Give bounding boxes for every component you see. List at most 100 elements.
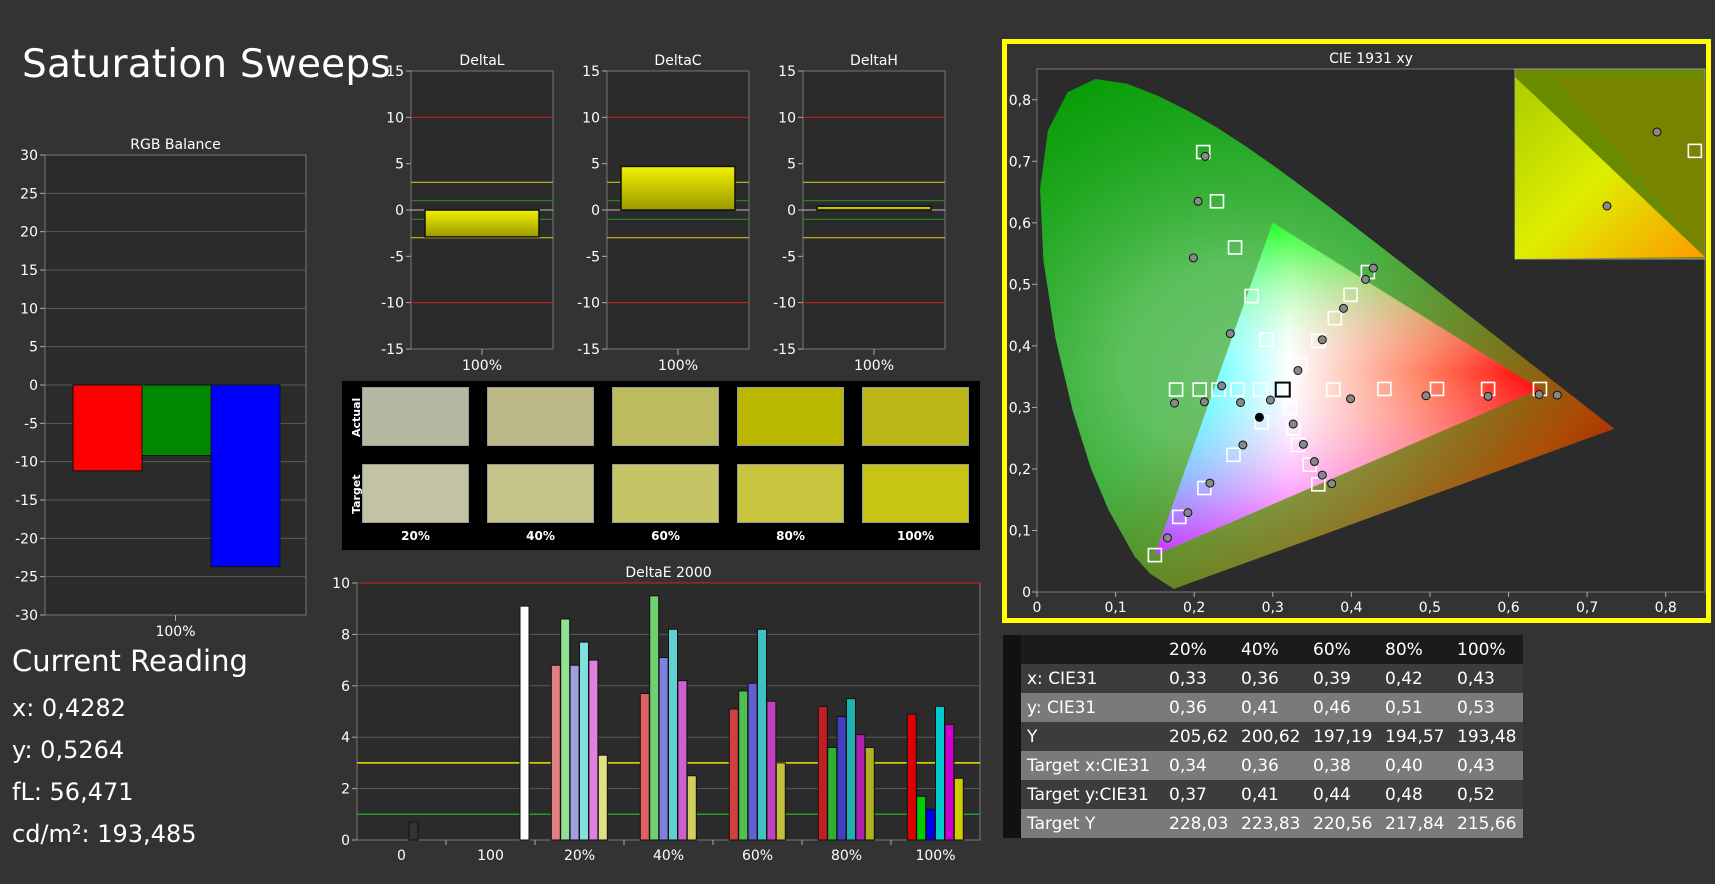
cie-gamut-shade (1154, 222, 1540, 556)
delta-c-ytick-label: -15 (577, 342, 600, 358)
table-header-cell (1021, 635, 1163, 664)
delta-e-bar (827, 746, 838, 841)
cie-measured-point (1188, 253, 1198, 263)
delta-l-ytick-label: -5 (390, 249, 404, 265)
delta-e-bar (925, 808, 936, 841)
delta-e-bar (916, 795, 927, 841)
table-cell: 0,44 (1307, 780, 1379, 809)
cie-measured-point (1552, 390, 1562, 400)
cie-chart-frame[interactable] (1002, 39, 1711, 623)
table-cell: 0,36 (1235, 751, 1307, 780)
delta-e-bar (855, 734, 866, 841)
cie-target-marker (1259, 332, 1274, 348)
table-key-cell (1003, 751, 1021, 780)
delta-e-bar (649, 595, 660, 841)
cie-ytick-label: 0,5 (1009, 277, 1031, 293)
swatch-actual (737, 387, 844, 446)
delta-h-ytick-label: 15 (778, 64, 796, 80)
reading-x: x: 0,4282 (12, 694, 126, 722)
delta-l-ytick-label: 10 (386, 110, 404, 126)
cie-measured-point (1293, 365, 1303, 375)
table-row-label: Target y:CIE31 (1021, 780, 1163, 809)
delta-e-ytick-label: 0 (341, 833, 350, 849)
cie-measured-point (1288, 419, 1298, 429)
cie-target-marker (1226, 447, 1241, 463)
delta-l-title: DeltaL (459, 53, 504, 69)
cie-measured-point (1199, 397, 1209, 407)
delta-e-xtick-label: 100 (477, 848, 504, 864)
delta-e-bar (935, 705, 945, 841)
delta-l-bar (424, 209, 540, 238)
cie-xtick-label: 0,4 (1340, 600, 1362, 616)
delta-e-ytick-label: 2 (341, 782, 350, 798)
delta-e-bar (757, 628, 767, 841)
rgb-bar (72, 384, 143, 472)
delta-e-bar (747, 682, 758, 841)
delta-e-bar (686, 775, 697, 841)
cie-xtick-label: 0,3 (1262, 600, 1284, 616)
cie-ytick-label: 0,1 (1009, 523, 1031, 539)
table-row: Target x:CIE31 0,34 0,36 0,38 0,40 0,43 (1003, 751, 1523, 780)
table-cell: 228,03 (1163, 809, 1235, 838)
cie-measured-point (1338, 303, 1348, 313)
cie-ytick-label: 0 (1022, 585, 1031, 601)
reading-fl: fL: 56,471 (12, 778, 134, 806)
table-key-cell (1003, 693, 1021, 722)
delta-e-bar (953, 777, 964, 841)
table-cell: 0,36 (1163, 693, 1235, 722)
delta-l-ytick-label: -10 (381, 296, 404, 312)
delta-h-bar (816, 205, 932, 211)
cie-target-marker (1197, 480, 1212, 496)
cie-target-marker (1325, 382, 1341, 397)
swatch-panel: Actual Target 20% 40% 60% 80% 100% (342, 381, 980, 550)
delta-e-bar (728, 708, 739, 841)
table-row-label: Target x:CIE31 (1021, 751, 1163, 780)
rgb-balance-ytick-label: 10 (20, 301, 38, 317)
swatch-actual (487, 387, 594, 446)
cie-measured-point (1534, 389, 1544, 399)
swatch-target (862, 464, 969, 523)
delta-e-xtick-label: 60% (742, 848, 773, 864)
table-row: x: CIE31 0,33 0,36 0,39 0,42 0,43 (1003, 664, 1523, 693)
delta-e-bar (677, 680, 688, 841)
table-key-cell (1003, 780, 1021, 809)
delta-e-xtick-label: 80% (831, 848, 862, 864)
delta-h-ytick-label: 5 (787, 157, 796, 173)
delta-c-xtick-label: 100% (658, 358, 698, 374)
delta-e-bar (408, 821, 419, 841)
cie-measured-point (1317, 335, 1327, 345)
rgb-balance-ytick-label: -10 (15, 455, 38, 471)
table-row-label: y: CIE31 (1021, 693, 1163, 722)
delta-c-title: DeltaC (654, 53, 701, 69)
delta-e-bar (569, 664, 580, 841)
delta-e-bar (766, 700, 777, 841)
cie-measured-point (1236, 397, 1246, 407)
table-key-cell (1003, 635, 1021, 664)
cie-target-marker (1192, 382, 1207, 397)
delta-e-bar (738, 690, 749, 841)
delta-e-xtick-label: 20% (564, 848, 595, 864)
cie-current-point (1254, 412, 1264, 422)
cie-measured-point (1205, 478, 1215, 488)
cie-measured-point (1162, 533, 1172, 543)
swatch-target (487, 464, 594, 523)
cie-xtick-label: 0,5 (1419, 600, 1441, 616)
cie-inset-shade (1555, 77, 1705, 257)
table-cell: 0,48 (1379, 780, 1451, 809)
cie-target-marker (1327, 310, 1343, 326)
cie-target-marker (1209, 193, 1225, 209)
delta-e-bar (550, 664, 561, 841)
table-cell: 0,43 (1451, 664, 1523, 693)
table-cell: 223,83 (1235, 809, 1307, 838)
delta-e-ytick-label: 10 (332, 576, 350, 592)
delta-l-ytick-label: 0 (395, 203, 404, 219)
cie-diagram-group (1040, 78, 1615, 589)
cie-inset-target (1687, 143, 1703, 159)
cie-xtick-label: 0,2 (1183, 600, 1205, 616)
rgb-balance-ytick-label: 25 (20, 186, 38, 202)
cie-measured-point (1238, 440, 1248, 450)
cie-measured-point (1309, 457, 1319, 467)
rgb-balance-ytick-label: -15 (15, 493, 38, 509)
rgb-xtick-label: 100% (155, 624, 195, 640)
